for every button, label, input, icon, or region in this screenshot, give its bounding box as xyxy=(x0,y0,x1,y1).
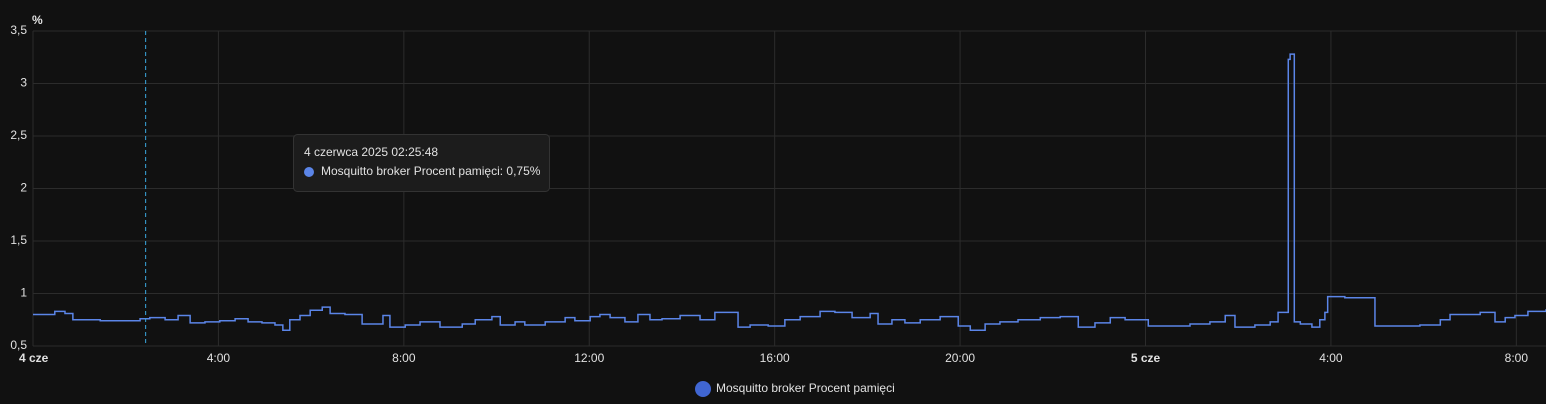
y-tick-label: 0,5 xyxy=(10,338,27,352)
tooltip-text: Mosquitto broker Procent pamięci: 0,75% xyxy=(321,164,541,178)
tooltip-title: 4 czerwca 2025 02:25:48 xyxy=(304,145,438,159)
x-tick-label: 16:00 xyxy=(760,351,790,365)
x-tick-label: 20:00 xyxy=(945,351,975,365)
y-tick-label: 2 xyxy=(20,181,27,195)
y-tick-label: 3 xyxy=(20,76,27,90)
tooltip-box xyxy=(293,134,550,192)
y-tick-label: 1,5 xyxy=(10,233,27,247)
y-unit: % xyxy=(32,13,43,27)
y-tick-label: 2,5 xyxy=(10,128,27,142)
tooltip: 4 czerwca 2025 02:25:48 Mosquitto broker … xyxy=(293,134,550,192)
legend-label: Mosquitto broker Procent pamięci xyxy=(716,381,895,395)
legend-swatch xyxy=(695,381,711,397)
x-tick-label: 8:00 xyxy=(1505,351,1529,365)
y-tick-label: 1 xyxy=(20,286,27,300)
x-tick-label: 4:00 xyxy=(207,351,231,365)
x-tick-label: 12:00 xyxy=(574,351,604,365)
tooltip-dot xyxy=(304,167,314,177)
x-tick-label: 4 cze xyxy=(19,351,49,365)
x-tick-label: 4:00 xyxy=(1319,351,1343,365)
series-line xyxy=(33,53,1546,331)
x-tick-label: 8:00 xyxy=(392,351,416,365)
y-tick-label: 3,5 xyxy=(10,23,27,37)
x-tick-label: 5 cze xyxy=(1131,351,1161,365)
legend-item[interactable]: Mosquitto broker Procent pamięci xyxy=(695,381,895,397)
